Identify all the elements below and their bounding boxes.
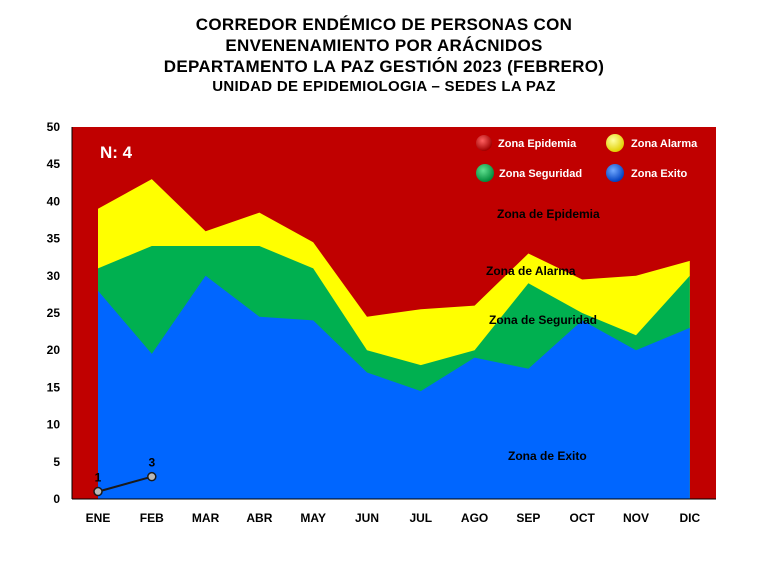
n-label: N: 4 (100, 143, 133, 162)
legend: Zona Epidemia Zona Alarma Zona Seguridad… (476, 134, 698, 182)
y-tick-label: 40 (47, 194, 61, 208)
title-line-3: DEPARTAMENTO LA PAZ GESTIÓN 2023 (FEBRER… (163, 57, 605, 76)
legend-label-alarma: Zona Alarma (631, 138, 698, 150)
y-tick-label: 50 (47, 120, 61, 134)
zone-label-exito: Zona de Exito (508, 449, 587, 463)
x-tick-label: DIC (679, 511, 700, 525)
x-tick-label: JUN (355, 511, 379, 525)
legend-swatch-epidemia (476, 135, 492, 151)
zone-label-epidemia: Zona de Epidemia (497, 207, 600, 221)
observed-point-label: 1 (95, 471, 102, 485)
observed-point (147, 471, 157, 482)
x-tick-label: OCT (570, 511, 596, 525)
observed-cases-line (97, 475, 153, 493)
title-line-2: ENVENENAMIENTO POR ARÁCNIDOS (225, 36, 543, 55)
y-tick-label: 20 (47, 343, 61, 357)
x-tick-label: ENE (86, 511, 111, 525)
x-tick-label: MAR (192, 511, 220, 525)
y-tick-label: 25 (47, 306, 61, 320)
x-tick-label: AGO (461, 511, 488, 525)
area-zona-exito (98, 275, 690, 499)
x-axis-ticks: ENE FEB MAR ABR MAY JUN JUL AGO SEP OCT NOV DIC (86, 511, 701, 525)
y-tick-label: 45 (47, 157, 61, 171)
x-tick-label: NOV (623, 511, 649, 525)
legend-label-exito: Zona Exito (631, 168, 688, 180)
y-tick-label: 10 (47, 418, 61, 432)
legend-label-epidemia: Zona Epidemia (498, 138, 577, 150)
y-tick-label: 30 (47, 269, 61, 283)
x-tick-label: ABR (246, 511, 272, 525)
legend-swatch-seguridad (476, 164, 494, 182)
legend-swatch-exito (606, 164, 624, 182)
chart-title: CORREDOR ENDÉMICO DE PERSONAS CON ENVENE… (0, 14, 768, 97)
y-axis-ticks: 0 5 10 15 20 25 30 35 40 45 50 (47, 120, 61, 506)
x-tick-label: SEP (516, 511, 540, 525)
title-line-1: CORREDOR ENDÉMICO DE PERSONAS CON (195, 15, 573, 34)
zone-label-alarma: Zona de Alarma (486, 264, 576, 278)
y-tick-label: 0 (53, 492, 60, 506)
observed-point-label: 3 (148, 456, 155, 470)
y-tick-label: 15 (47, 380, 61, 394)
y-tick-label: 5 (53, 455, 60, 469)
legend-swatch-alarma (606, 134, 624, 152)
zone-label-seguridad: Zona de Seguridad (489, 313, 597, 327)
title-line-4: UNIDAD DE EPIDEMIOLOGIA – SEDES LA PAZ (212, 78, 556, 95)
observed-point (93, 486, 103, 497)
x-tick-label: FEB (140, 511, 164, 525)
y-tick-label: 35 (47, 232, 61, 246)
observed-cases-points: 13 (93, 456, 157, 497)
legend-label-seguridad: Zona Seguridad (499, 168, 582, 180)
x-tick-label: JUL (409, 511, 432, 525)
x-tick-label: MAY (300, 511, 326, 525)
